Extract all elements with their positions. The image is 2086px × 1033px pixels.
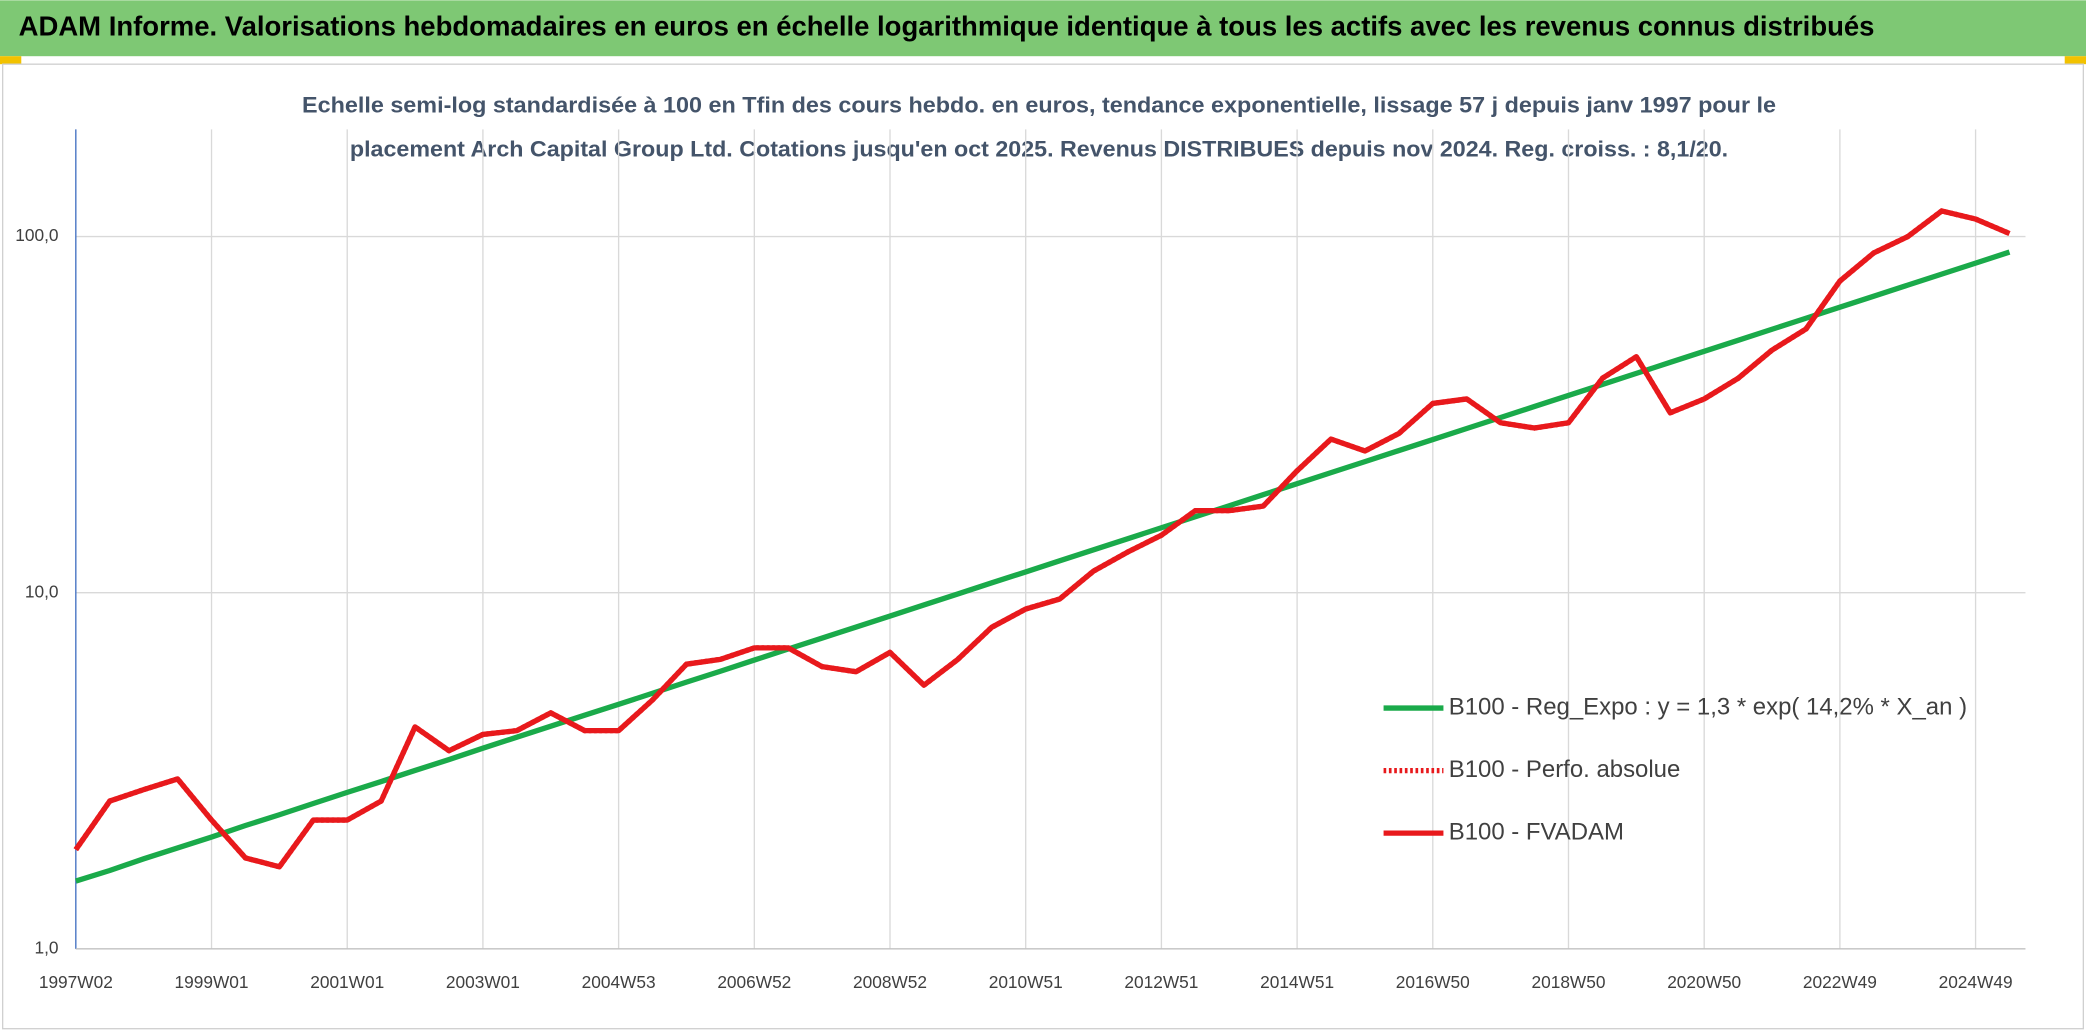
chart-title: ADAM Informe. Valorisations hebdomadaire… <box>19 11 1875 42</box>
x-tick-label: 2001W01 <box>310 972 384 992</box>
x-tick-label: 2010W51 <box>989 972 1063 992</box>
x-tick-label: 1997W02 <box>39 972 113 992</box>
legend-label: B100 - FVADAM <box>1449 818 1624 845</box>
x-tick-label: 2003W01 <box>446 972 520 992</box>
y-tick-label: 100,0 <box>15 225 58 245</box>
x-tick-label: 2020W50 <box>1667 972 1741 992</box>
x-tick-label: 2004W53 <box>582 972 656 992</box>
x-tick-label: 2012W51 <box>1124 972 1198 992</box>
plot <box>73 208 2011 884</box>
grid: 1,0 10,0 100,0 1997W02 1999W01 2001W01 2003W01… <box>15 129 2026 992</box>
data-line <box>73 208 2011 870</box>
chart-subtitle: Echelle semi-log standardisée à 100 en T… <box>302 93 1776 118</box>
chart-frame <box>1 63 2085 1030</box>
legend-label: B100 - Perfo. absolue <box>1449 756 1681 783</box>
title-banner <box>0 0 2086 57</box>
x-tick-label: 2018W50 <box>1531 972 1605 992</box>
x-tick-label: 2022W49 <box>1803 972 1877 992</box>
chart-subtitle: placement Arch Capital Group Ltd. Cotati… <box>350 137 1728 162</box>
legend: B100 - Reg_Expo : y = 1,3 * exp( 14,2% *… <box>1383 693 1967 845</box>
x-tick-label: 1999W01 <box>175 972 249 992</box>
y-tick-label: 1,0 <box>35 937 59 957</box>
legend-label: B100 - Reg_Expo : y = 1,3 * exp( 14,2% *… <box>1449 693 1967 720</box>
x-tick-label: 2016W50 <box>1396 972 1470 992</box>
x-tick-label: 2008W52 <box>853 972 927 992</box>
corner-mark <box>0 56 22 65</box>
corner-mark <box>2064 56 2086 65</box>
x-tick-label: 2014W51 <box>1260 972 1334 992</box>
y-tick-label: 10,0 <box>25 581 59 601</box>
data-line <box>75 249 2011 884</box>
x-tick-label: 2006W52 <box>717 972 791 992</box>
x-tick-label: 2024W49 <box>1939 972 2013 992</box>
